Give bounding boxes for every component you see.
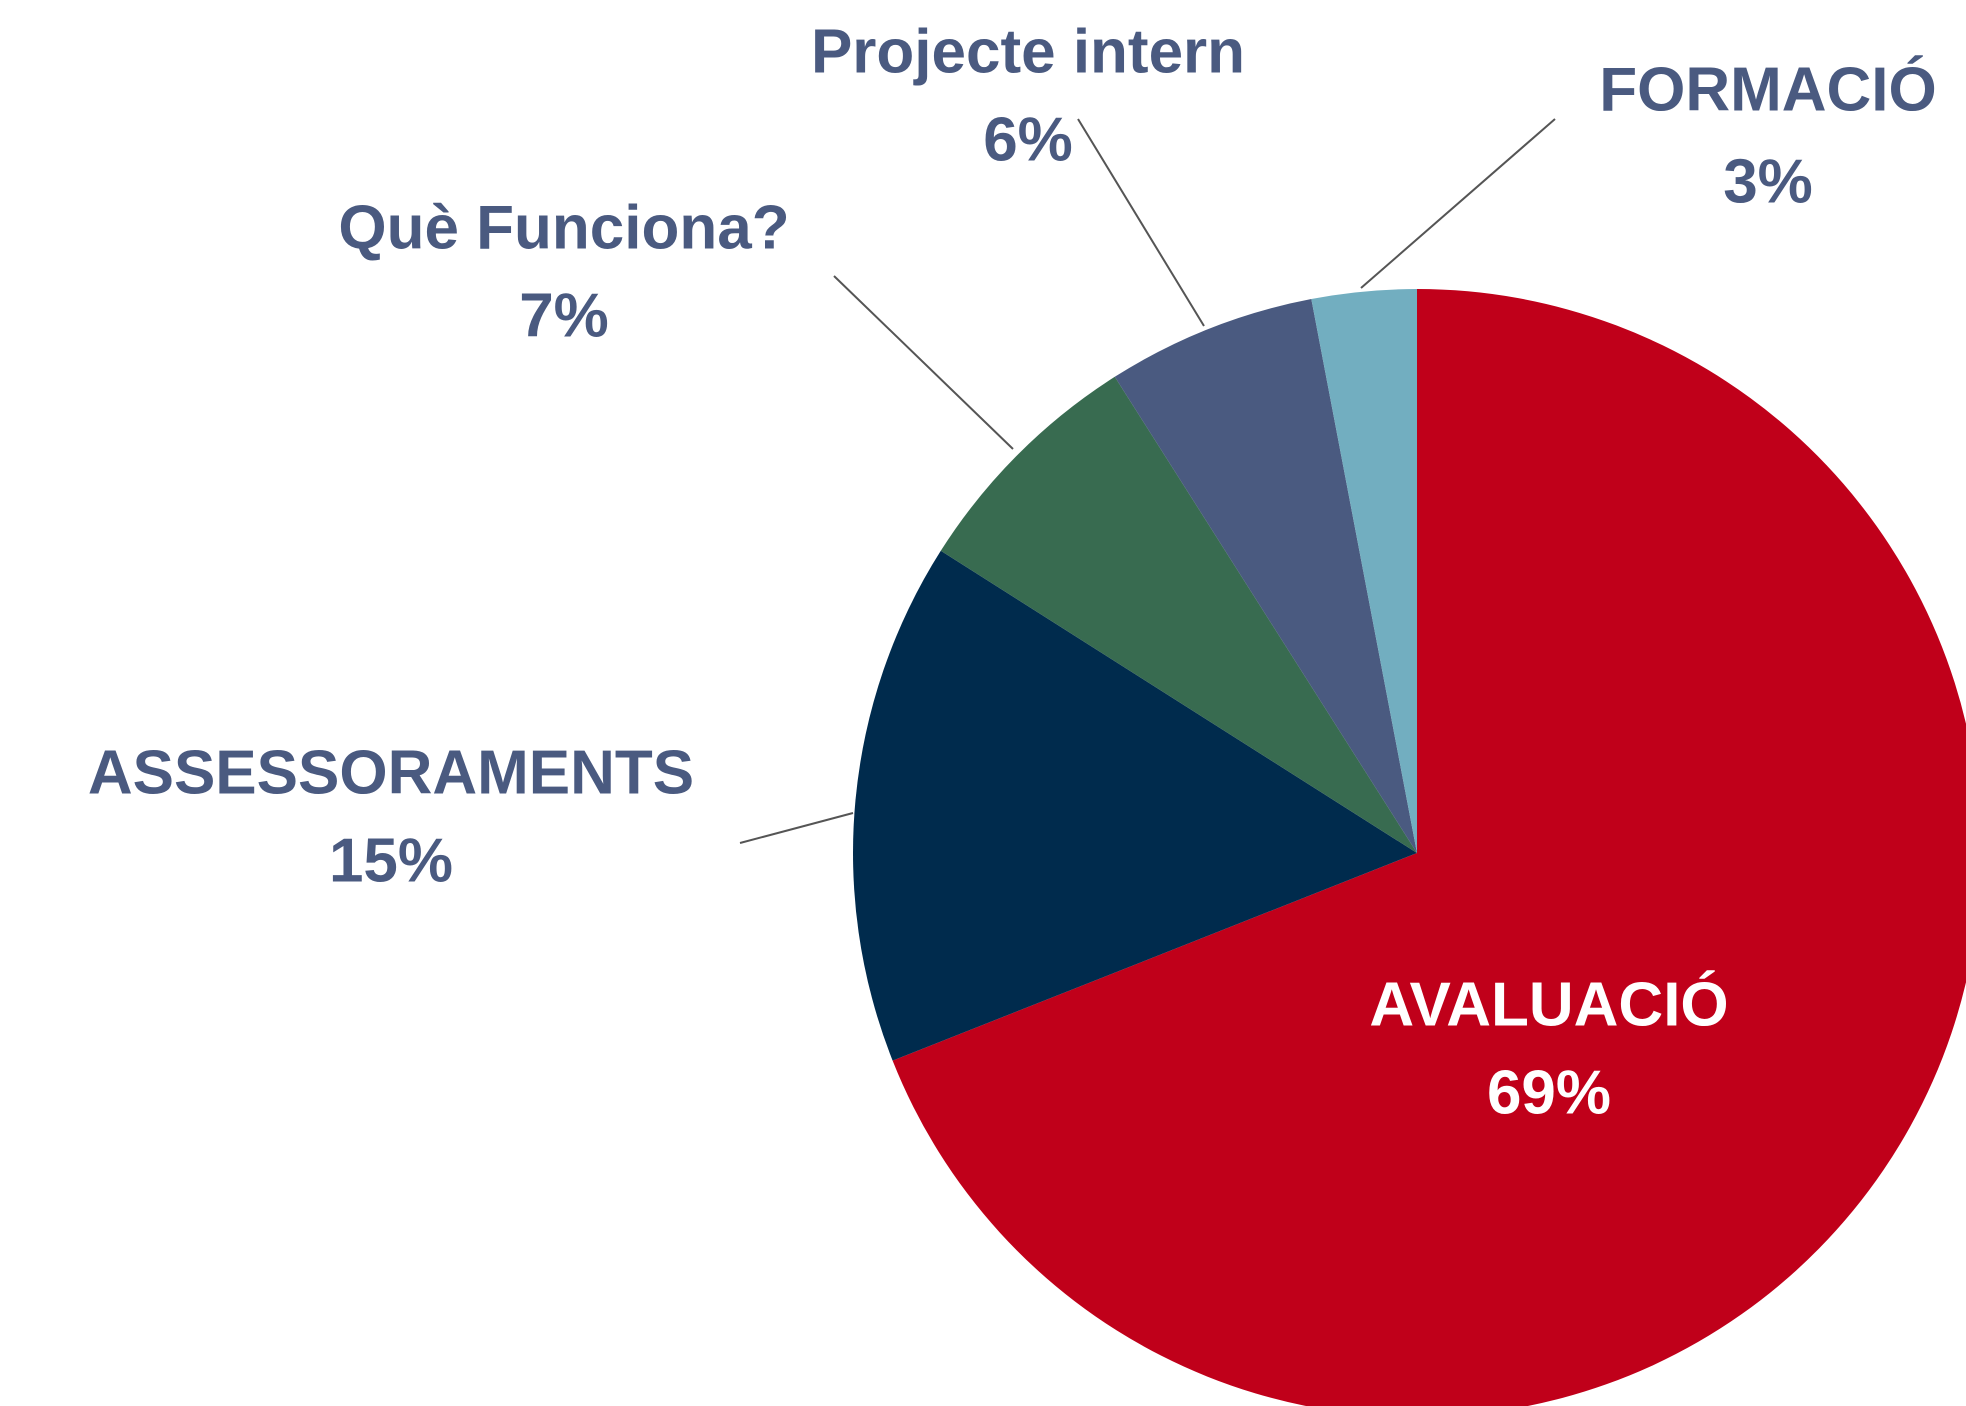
slice-label: ASSESSORAMENTS: [88, 738, 694, 807]
slice-label: AVALUACIÓ: [1369, 970, 1728, 1039]
slice-value-label: 15%: [329, 826, 453, 895]
pie-slice: [1114, 298, 1417, 853]
slice-value-label: 7%: [519, 281, 609, 350]
leader-line: [1077, 118, 1205, 327]
slice-value-label: 3%: [1723, 147, 1813, 216]
slice-label: Què Funciona?: [338, 193, 789, 262]
pie-slice: [853, 550, 1417, 1061]
pie-slice: [892, 289, 1966, 1406]
slice-label: Projecte intern: [811, 17, 1245, 86]
slice-value-label: 69%: [1487, 1058, 1611, 1127]
leader-line: [833, 275, 1014, 450]
leader-line: [1360, 118, 1556, 289]
slice-value-label: 6%: [983, 105, 1073, 174]
leader-line: [739, 812, 854, 844]
slice-label: FORMACIÓ: [1599, 55, 1937, 124]
pie-slice: [940, 376, 1417, 853]
pie-slice: [1311, 289, 1417, 853]
